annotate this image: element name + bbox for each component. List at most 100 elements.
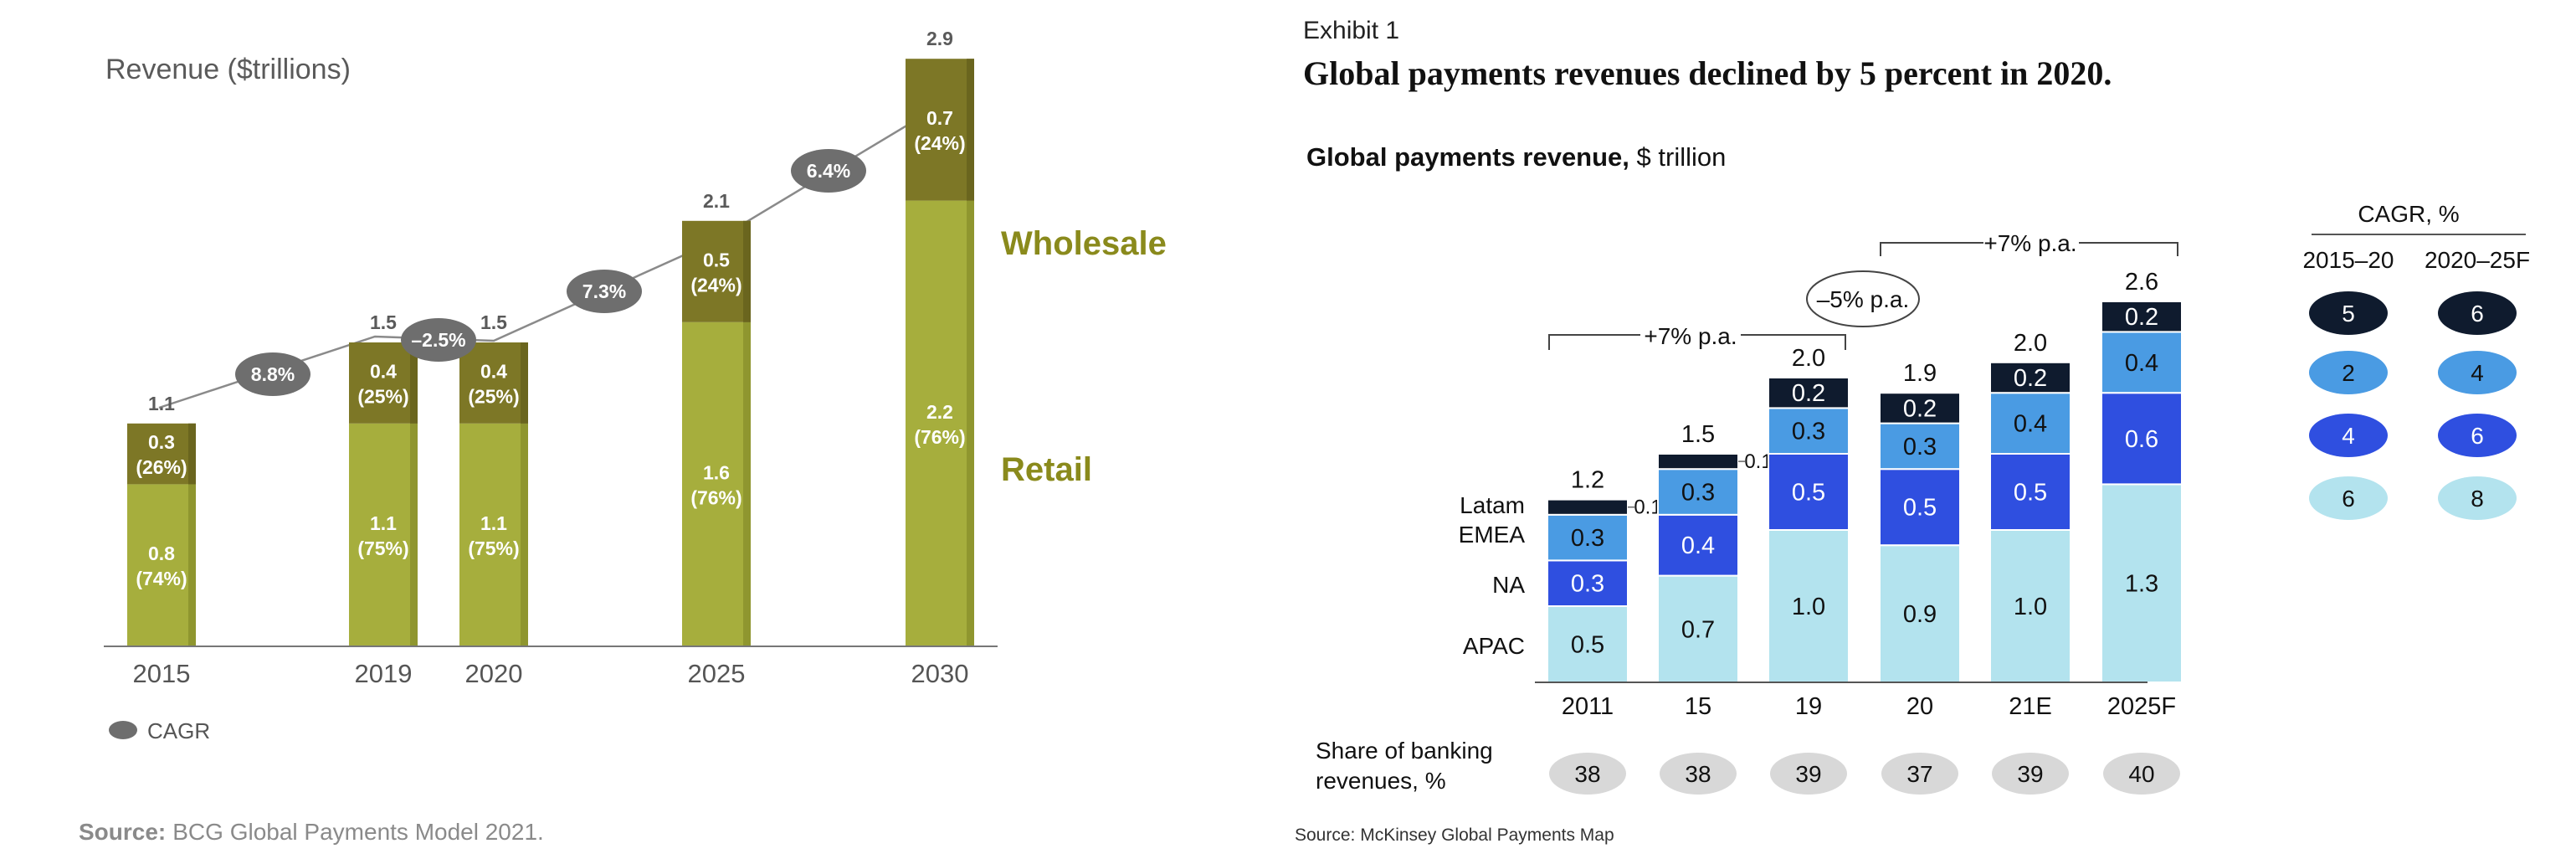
bar-latam-19 xyxy=(1768,377,1850,409)
bar-retail-edge-2020 xyxy=(521,423,528,646)
decline-label: –5% p.a. xyxy=(1817,286,1910,312)
cagr-cell-na-2015-20: 4 xyxy=(2309,414,2388,457)
x-tick-label-2020: 2020 xyxy=(465,659,523,688)
cagr-ellipse xyxy=(791,149,866,193)
bar-na-20 xyxy=(1879,468,1961,547)
source-text: BCG Global Payments Model 2021. xyxy=(172,819,544,845)
cagr-legend-label: CAGR xyxy=(147,718,210,743)
series-labels: APAC NA EMEA Latam xyxy=(1459,492,1526,659)
cagr-cell-value: 6 xyxy=(2471,423,2484,449)
value-label-emea: 0.3 xyxy=(1571,525,1604,552)
x-tick-label-21E: 21E xyxy=(2009,693,2052,720)
share-pill-bg xyxy=(1549,753,1626,795)
cagr-cell-value: 2 xyxy=(2342,360,2355,386)
cagr-cell-emea-2020-25F: 4 xyxy=(2438,351,2517,394)
retail-share-label: (76%) xyxy=(914,426,965,448)
cagr-value: 8.8% xyxy=(251,363,295,385)
x-tick-label-2030: 2030 xyxy=(911,659,969,688)
bar-emea-19 xyxy=(1768,407,1850,455)
cagr-col2-header: 2020–25F xyxy=(2425,247,2530,273)
bar-retail-2020 xyxy=(459,423,528,646)
cagr-cell-bg xyxy=(2309,476,2388,520)
bar-retail-2015 xyxy=(127,484,196,646)
bar-retail-edge-2019 xyxy=(410,423,418,646)
cagr-badge: 8.8% xyxy=(235,352,310,396)
retail-share-label: (75%) xyxy=(468,538,519,559)
cagr-cell-na-2020-25F: 6 xyxy=(2438,414,2517,457)
share-pill-bg xyxy=(1992,753,2069,795)
x-tick-label-2025F: 2025F xyxy=(2107,693,2176,720)
share-label-line2: revenues, % xyxy=(1316,768,1446,794)
x-tick-label-2019: 2019 xyxy=(355,659,413,688)
bar-na-19 xyxy=(1768,453,1850,531)
bar-na-21E xyxy=(1989,453,2071,531)
value-label-emea: 0.4 xyxy=(2014,411,2047,438)
bar-stack-20: 0.9 0.5 0.3 0.2 1.9 xyxy=(1879,360,1961,684)
bar-retail-edge-2025 xyxy=(743,321,751,646)
wholesale-value-label: 0.4 xyxy=(480,360,507,382)
value-label-na: 0.5 xyxy=(1792,480,1825,507)
value-label-apac: 1.3 xyxy=(2125,571,2158,598)
share-pill: 40 xyxy=(2103,753,2180,795)
bar-stack-2025: 1.6 (76%) 0.5 (24%) 2.1 xyxy=(682,190,751,646)
wholesale-share-label: (25%) xyxy=(357,385,408,407)
share-value: 38 xyxy=(1685,761,1711,787)
bcg-revenue-panel: Revenue ($trillions) 0.8 (74%) 0.3 (26%) 1.1… xyxy=(79,28,1167,845)
bar-total-label: 2.0 xyxy=(1792,345,1825,372)
retail-share-label: (76%) xyxy=(690,486,741,508)
share-pill-bg xyxy=(1660,753,1737,795)
value-label-apac: 0.5 xyxy=(1571,632,1604,659)
retail-value-label: 2.2 xyxy=(926,401,953,423)
share-value: 39 xyxy=(1795,761,1821,787)
value-label-na: 0.3 xyxy=(1571,571,1604,598)
x-axis-ticks: 2015 2019 2020 2025 2030 xyxy=(133,659,969,688)
bar-latam-2011 xyxy=(1547,498,1629,516)
bar-retail-edge-2015 xyxy=(188,484,196,646)
series-label-retail: Retail xyxy=(1001,451,1092,488)
source-note: Source: McKinsey Global Payments Map xyxy=(1295,826,1614,845)
bar-emea-20 xyxy=(1879,422,1961,471)
retail-value-label: 1.1 xyxy=(480,512,507,534)
share-value: 39 xyxy=(2017,761,2043,787)
cagr-ellipse xyxy=(567,270,642,313)
series-label-latam: Latam xyxy=(1460,492,1525,518)
cagr-cell-latam-2020-25F: 6 xyxy=(2438,291,2517,335)
share-pill: 38 xyxy=(1660,753,1737,795)
bar-apac-15 xyxy=(1657,574,1739,683)
series-label-na: NA xyxy=(1492,572,1525,598)
share-pill: 38 xyxy=(1549,753,1626,795)
bar-emea-15 xyxy=(1657,468,1739,516)
wholesale-value-label: 0.3 xyxy=(148,431,175,453)
bar-wholesale-2019 xyxy=(349,342,418,424)
bar-total-label: 2.9 xyxy=(926,28,953,49)
series-label-wholesale: Wholesale xyxy=(1001,225,1167,262)
bar-wholesale-edge-2020 xyxy=(521,342,528,424)
cagr-ellipse xyxy=(401,318,476,362)
bcg-revenue-chart: Revenue ($trillions) 0.8 (74%) 0.3 (26%) 1.1… xyxy=(79,28,1167,845)
retail-value-label: 0.8 xyxy=(148,543,175,564)
share-value: 38 xyxy=(1574,761,1600,787)
bar-emea-2025F xyxy=(2101,331,2183,394)
bar-na-2011 xyxy=(1547,559,1629,608)
retail-share-label: (74%) xyxy=(136,568,187,589)
chart-title-unit: $ trillion xyxy=(1629,142,1726,172)
bar-stack-2025F: 1.3 0.6 0.4 0.2 2.6 xyxy=(2101,269,2183,684)
cagr-cell-value: 5 xyxy=(2342,301,2355,327)
bar-stack-15: 0.70.40.30.11.5 xyxy=(1657,421,1773,683)
bar-stack-19: 1.0 0.5 0.3 0.2 2.0 xyxy=(1768,345,1850,683)
bar-retail-2025 xyxy=(682,321,751,646)
cagr-cell-value: 6 xyxy=(2342,486,2355,512)
bar-apac-19 xyxy=(1768,529,1850,683)
bar-latam-2025F xyxy=(2101,301,2183,333)
cagr-badge: 7.3% xyxy=(567,270,642,313)
cagr-cell-value: 6 xyxy=(2471,301,2484,327)
mckinsey-revenue-panel: Exhibit 1 Global payments revenues decli… xyxy=(1289,0,2576,859)
share-value: 40 xyxy=(2128,761,2154,787)
cagr-cell-value: 4 xyxy=(2342,423,2355,449)
value-label-na: 0.6 xyxy=(2125,426,2158,453)
bar-apac-2011 xyxy=(1547,605,1629,683)
decline-ellipse xyxy=(1806,270,1920,327)
value-label-latam: 0.2 xyxy=(2014,365,2047,392)
share-pill: 37 xyxy=(1881,753,1958,795)
cagr-cell-bg xyxy=(2438,291,2517,335)
